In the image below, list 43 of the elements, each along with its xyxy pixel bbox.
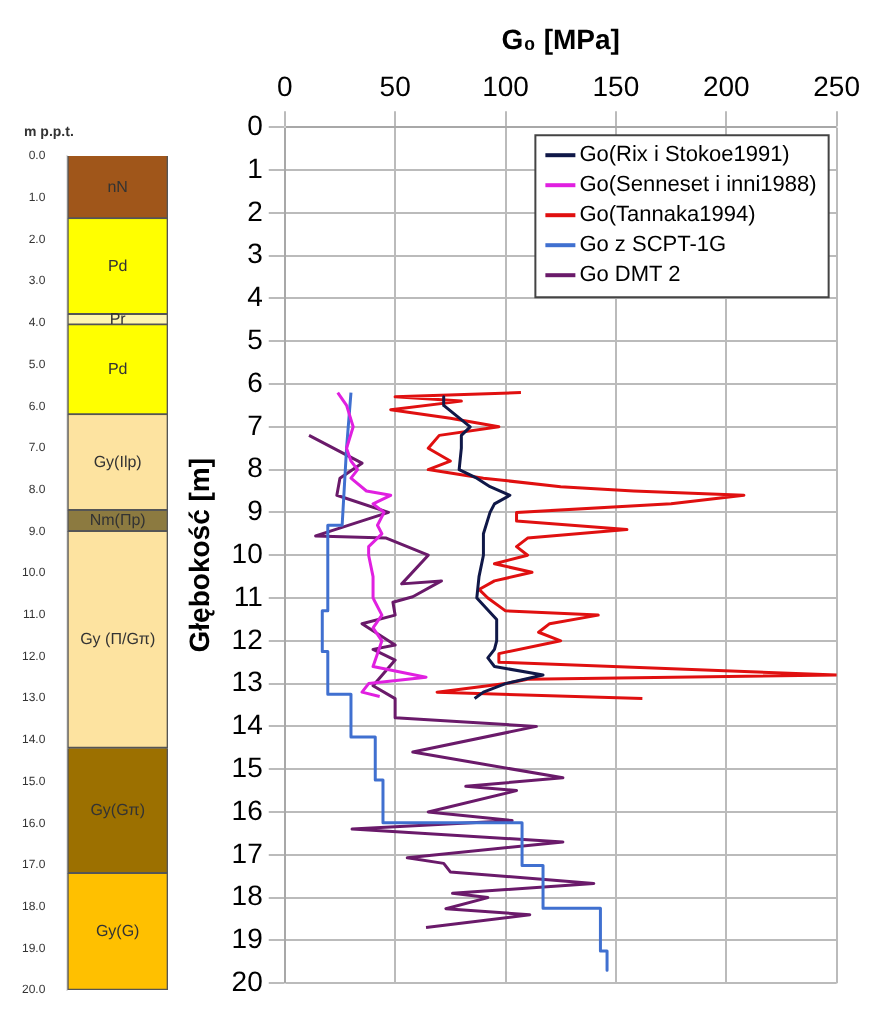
y-tick-label: 15	[231, 750, 264, 783]
y-axis-title: Głębokość [m]	[182, 457, 215, 653]
y-tick-label: 8	[247, 451, 264, 484]
y-tick-label: 17	[231, 836, 264, 869]
series-label: Gy(Ilp)	[93, 452, 143, 471]
series-label: Pr	[109, 310, 127, 329]
y-tick-label: 20	[231, 964, 264, 997]
y-tick-label: 6	[247, 365, 264, 398]
y-tick-label: 12	[231, 622, 264, 655]
y-tick-label: 10	[231, 536, 264, 569]
y-tick-label: 0	[247, 108, 264, 141]
series-label: Gy(G)	[95, 922, 141, 941]
series-label: Nm(Πp)	[89, 511, 147, 530]
x-tick-label: 150	[592, 70, 640, 103]
legend-label: Go(Senneset i inni1988)	[579, 173, 817, 198]
y-tick-label: 9	[247, 494, 264, 527]
legend-label: Go(Rix i Stokoe1991)	[579, 143, 790, 168]
y-tick-label: 4	[247, 280, 264, 313]
x-tick-label: 0	[276, 70, 293, 103]
series-label: nN	[107, 177, 129, 196]
y-tick-label: 2	[247, 194, 264, 227]
y-tick-label: 7	[247, 408, 264, 441]
x-tick-label: 200	[702, 70, 751, 103]
legend-label: Go DMT 2	[579, 263, 681, 288]
series-label: Pd	[107, 360, 128, 379]
y-tick-label: 19	[231, 922, 264, 955]
y-tick-label: 13	[231, 665, 264, 698]
y-tick-label: 5	[247, 322, 264, 355]
y-tick-label: 3	[247, 237, 264, 270]
legend-label: Go z SCPT-1G	[579, 233, 727, 258]
x-tick-label: 50	[379, 70, 412, 103]
y-tick-label: 16	[231, 793, 264, 826]
y-tick-label: 1	[247, 151, 264, 184]
y-tick-label: 11	[233, 579, 264, 612]
series-label: Pd	[107, 256, 128, 275]
x-tick-label: 100	[482, 70, 530, 103]
x-tick-label: 250	[813, 70, 861, 103]
y-tick-label: 18	[231, 879, 264, 912]
x-axis-title: G₀ [MPa]	[501, 22, 620, 55]
series-label: Gy(Gπ)	[90, 801, 146, 820]
legend-label: Go(Tannaka1994)	[579, 203, 756, 228]
series-label: Gy (Π/Gπ)	[80, 630, 156, 649]
y-tick-label: 14	[231, 708, 264, 741]
